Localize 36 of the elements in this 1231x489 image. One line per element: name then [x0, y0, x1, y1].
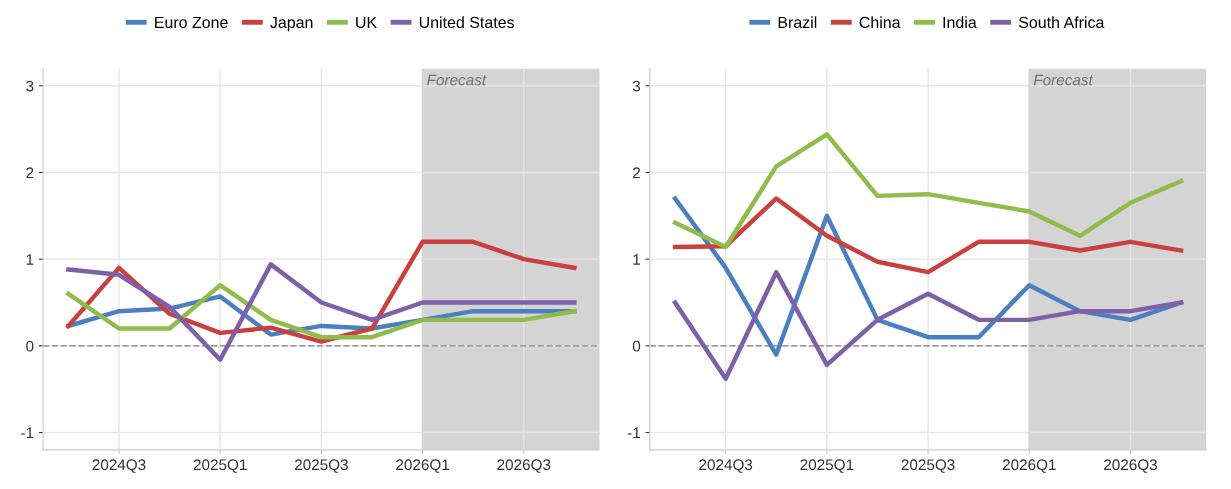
x-tick-label: 2025Q3	[294, 459, 348, 473]
legend-label: Brazil	[778, 16, 817, 29]
y-tick-label: 3	[26, 80, 34, 92]
legend-label: South Africa	[1018, 16, 1105, 29]
y-tick-label: 0	[632, 340, 641, 352]
legend-label: Euro Zone	[155, 16, 228, 29]
y-tick-label: 3	[632, 80, 641, 92]
x-tick-label: 2026Q1	[1002, 459, 1056, 473]
legend-label: China	[859, 16, 901, 29]
line-series	[672, 196, 1184, 357]
legend-label: UK	[356, 16, 377, 29]
y-tick-label: -1	[627, 427, 641, 439]
line-series	[672, 132, 1184, 250]
x-tick-label: 2025Q3	[901, 459, 955, 473]
line-series	[672, 196, 1184, 275]
y-tick-label: -1	[21, 427, 34, 439]
legend-label: Japan	[270, 16, 313, 32]
x-tick-label: 2025Q1	[193, 459, 247, 473]
x-tick-label: 2025Q1	[800, 459, 854, 473]
ref-line-label: Forecast	[427, 74, 487, 86]
legend-label: India	[943, 16, 977, 29]
x-tick-label: 2026Q3	[1104, 459, 1157, 473]
line-series	[66, 282, 577, 340]
ref-line-label: Forecast	[1033, 74, 1094, 86]
line-series	[672, 269, 1184, 382]
x-tick-label: 2026Q1	[396, 459, 450, 473]
x-tick-label: 2024Q3	[92, 459, 146, 473]
y-tick-label: 1	[26, 254, 34, 265]
y-tick-label: 1	[633, 254, 641, 265]
x-tick-label: 2024Q3	[699, 459, 753, 473]
legend-label: United States	[419, 16, 514, 29]
y-tick-label: 0	[26, 340, 34, 352]
line-series	[66, 262, 577, 362]
x-tick-label: 2026Q3	[497, 459, 551, 473]
y-tick-label: 2	[633, 167, 640, 179]
y-tick-label: 2	[26, 167, 34, 179]
